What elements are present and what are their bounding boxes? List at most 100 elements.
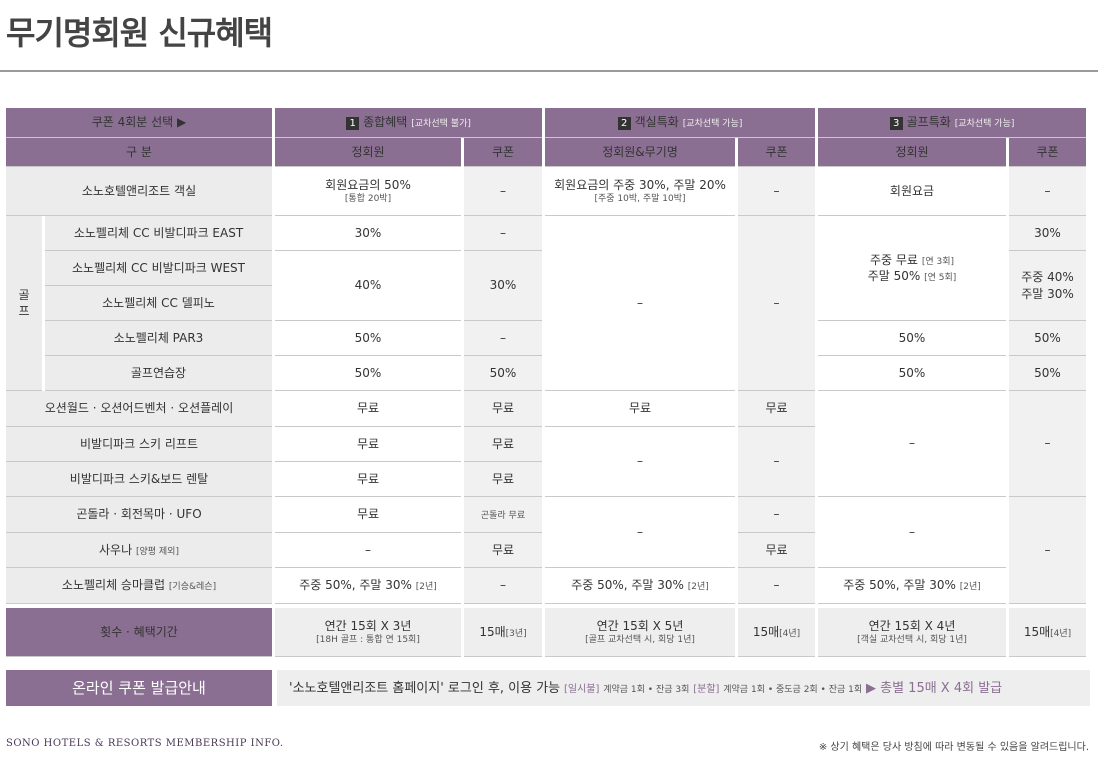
disclaimer-footer: ※ 상기 혜택은 당사 방침에 따라 변동될 수 있음을 알려드립니다. — [818, 742, 1089, 753]
table-row: 골프연습장 50% 50% 50% 50% — [6, 356, 1086, 391]
cell-value: 무료 — [738, 533, 815, 568]
cell-value: 무료 — [464, 462, 542, 497]
cell-value: 30% — [1009, 216, 1086, 251]
cell-dash: – — [464, 216, 542, 251]
category-room-header: 2 객실특화 [교차선택 가능] — [545, 108, 815, 138]
cell-dash: – — [738, 427, 815, 497]
category-number: 1 — [346, 117, 360, 131]
period-value: 연간 15회 X 4년 [객실 교차선택 시, 회당 1년] — [818, 608, 1006, 657]
period-value: 15매[4년] — [738, 608, 815, 657]
table-row: 곤돌라 · 회전목마 · UFO 무료 곤돌라 무료 – – – – — [6, 497, 1086, 604]
table-row: 비발디파크 스키&보드 렌탈 무료 무료 — [6, 462, 1086, 497]
benefits-table: 쿠폰 4회분 선택 ▶ 1 종합혜택 [교차선택 불가] 2 객실특화 [교차선택 가능… — [3, 108, 1089, 657]
cell-value: 무료 — [545, 391, 735, 427]
row-label: 소노펠리체 CC 비발디파크 EAST — [45, 216, 272, 251]
cell-dash: – — [738, 167, 815, 216]
period-value: 연간 15회 X 5년 [골프 교차선택 시, 회당 1년] — [545, 608, 735, 657]
cell-dash: – — [738, 497, 815, 533]
cell-value: 무료 — [275, 497, 461, 533]
regular-bearer-header: 정회원&무기명 — [545, 138, 735, 167]
cell-value: 50% — [275, 356, 461, 391]
table-row: 소노호텔앤리조트 객실 회원요금의 50% [통합 20박] – 회원요금의 주중… — [6, 167, 1086, 216]
cell-dash: – — [464, 321, 542, 356]
row-label: 곤돌라 · 회전목마 · UFO — [6, 497, 272, 533]
coupon-header: 쿠폰 — [1009, 138, 1086, 167]
table-row: 오션월드 · 오션어드벤처 · 오션플레이 무료 무료 무료 무료 – – — [6, 391, 1086, 497]
cell-value: 무료 — [275, 427, 461, 462]
cell-dash: – — [1009, 391, 1086, 497]
lump-text: 계약금 1회 • 잔금 3회 — [603, 685, 690, 695]
coupon-header: 쿠폰 — [464, 138, 542, 167]
category-header-row: 쿠폰 4회분 선택 ▶ 1 종합혜택 [교차선택 불가] 2 객실특화 [교차선택 가능… — [6, 108, 1086, 138]
row-label: 소노펠리체 승마클럽 [기승&레슨] — [6, 568, 272, 604]
table-row: 소노펠리체 CC 비발디파크 WEST 40% 30% 주중 40% 주말 30% — [6, 251, 1086, 321]
row-label: 비발디파크 스키 리프트 — [6, 427, 272, 462]
cell-value: 50% — [818, 356, 1006, 391]
split-tag: [분할] — [693, 684, 720, 695]
lump-tag: [일시불] — [563, 684, 600, 695]
category-note: [교차선택 가능] — [954, 119, 1015, 130]
cell-value: 회원요금의 50% [통합 20박] — [275, 167, 461, 216]
cell-value: 곤돌라 무료 — [464, 497, 542, 533]
row-label: 비발디파크 스키&보드 렌탈 — [6, 462, 272, 497]
period-row: 횟수 · 혜택기간 연간 15회 X 3년 [18H 골프 : 통합 연 15회]… — [6, 608, 1086, 657]
cell-dash: – — [1009, 497, 1086, 604]
category-number: 3 — [889, 117, 903, 131]
golf-group-label: 골 프 — [6, 216, 42, 391]
cell-value: 50% — [275, 321, 461, 356]
regular-header: 정회원 — [818, 138, 1006, 167]
table-row: 사우나 [양평 제외] – 무료 무료 — [6, 533, 1086, 568]
category-label: 골프특화 — [906, 115, 951, 130]
row-label: 소노펠리체 CC 델피노 — [45, 286, 272, 321]
cell-value: 50% — [1009, 356, 1086, 391]
cell-value: 50% — [464, 356, 542, 391]
page-title: 무기명회원 신규혜택 — [6, 14, 273, 52]
cell-dash: – — [1009, 167, 1086, 216]
online-coupon-info: '소노호텔앤리조트 홈페이지' 로그인 후, 이용 가능 [일시불] 계약금 1… — [277, 670, 1090, 706]
category-label: 객실특화 — [634, 115, 679, 130]
regular-header: 정회원 — [275, 138, 461, 167]
cell-value: 30% — [464, 251, 542, 321]
cell-value: 40% — [275, 251, 461, 321]
coupon-select-header: 쿠폰 4회분 선택 ▶ — [6, 108, 272, 138]
cell-value: 회원요금 — [818, 167, 1006, 216]
cell-value: 50% — [1009, 321, 1086, 356]
cell-value: 주중 50%, 주말 30% [2년] — [275, 568, 461, 604]
row-label: 골프연습장 — [45, 356, 272, 391]
category-note: [교차선택 가능] — [682, 119, 743, 130]
cell-dash: – — [545, 497, 735, 568]
row-label: 소노펠리체 CC 비발디파크 WEST — [45, 251, 272, 286]
cell-dash: – — [818, 391, 1006, 497]
cell-value: 무료 — [275, 391, 461, 427]
cell-dash: – — [738, 568, 815, 604]
title-divider — [0, 70, 1098, 72]
period-value: 연간 15회 X 3년 [18H 골프 : 통합 연 15회] — [275, 608, 461, 657]
table-row: 비발디파크 스키 리프트 무료 무료 – – — [6, 427, 1086, 497]
cell-value: 회원요금의 주중 30%, 주말 20% [주중 10박, 주말 10박] — [545, 167, 735, 216]
period-label: 횟수 · 혜택기간 — [6, 608, 272, 657]
division-header: 구 분 — [6, 138, 272, 167]
row-label: 오션월드 · 오션어드벤처 · 오션플레이 — [6, 391, 272, 427]
cell-dash: – — [464, 167, 542, 216]
period-value: 15매[4년] — [1009, 608, 1086, 657]
cell-value: 주중 50%, 주말 30% [2년] — [818, 568, 1006, 604]
period-value: 15매[3년] — [464, 608, 542, 657]
cell-value: 무료 — [464, 533, 542, 568]
split-text: 계약금 1회 • 중도금 2회 • 잔금 1회 — [723, 685, 863, 695]
cell-dash: – — [464, 568, 542, 604]
online-main-text: '소노호텔앤리조트 홈페이지' 로그인 후, 이용 가능 — [289, 681, 561, 696]
cell-value: 무료 — [464, 427, 542, 462]
cell-dash: – — [738, 216, 815, 391]
cell-value: 주중 40% 주말 30% — [1009, 251, 1086, 321]
total-issue-text: ▶ 총별 15매 X 4회 발급 — [865, 681, 1003, 696]
cell-value: 30% — [275, 216, 461, 251]
cell-value: 무료 — [464, 391, 542, 427]
table-row: 소노펠리체 PAR3 50% – 50% 50% — [6, 321, 1086, 356]
online-coupon-label: 온라인 쿠폰 발급안내 — [6, 670, 272, 706]
cell-dash: – — [818, 497, 1006, 568]
category-label: 종합혜택 — [363, 115, 408, 130]
cell-value: 주중 50%, 주말 30% [2년] — [545, 568, 735, 604]
cell-dash: – — [545, 427, 735, 497]
row-label: 소노호텔앤리조트 객실 — [6, 167, 272, 216]
cell-dash: – — [275, 533, 461, 568]
